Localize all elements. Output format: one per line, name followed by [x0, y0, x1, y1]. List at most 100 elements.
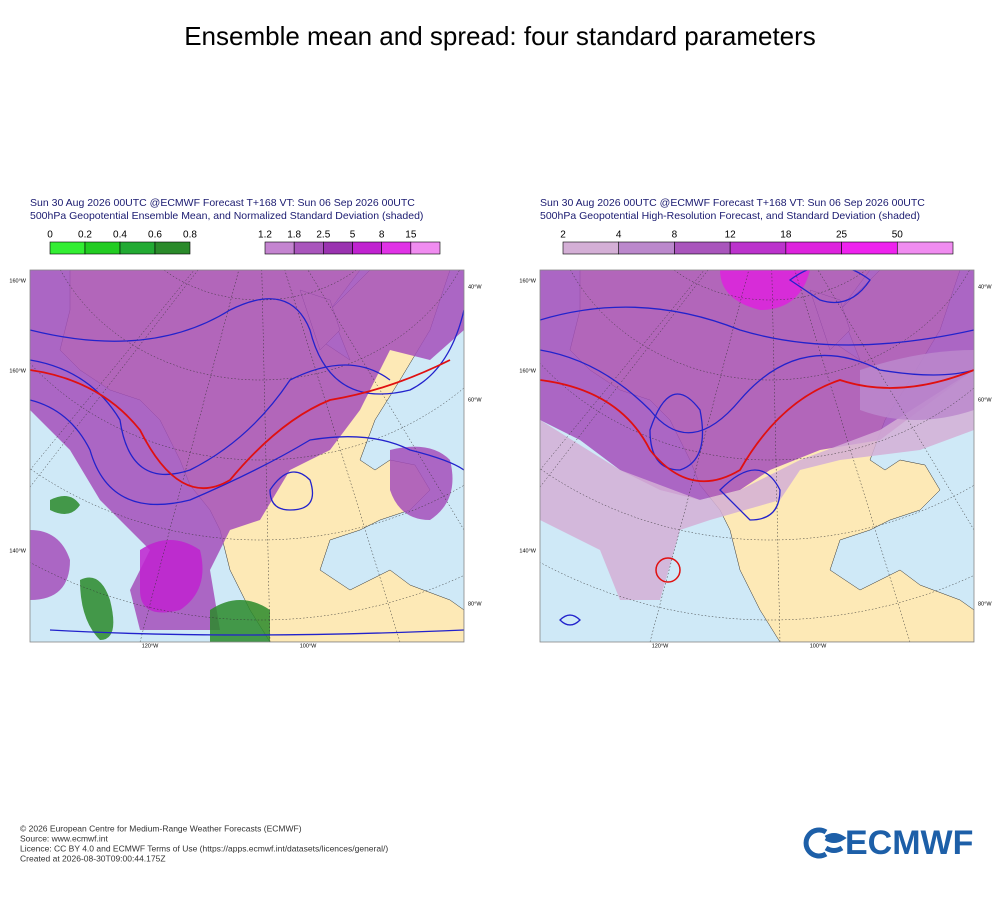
lon-label: 100°W	[300, 643, 317, 649]
legend-swatch	[323, 241, 353, 255]
lon-label: 40°W	[978, 284, 992, 290]
legend-label: 0.2	[78, 230, 92, 241]
logo-icon	[803, 827, 847, 859]
shading	[540, 370, 974, 600]
contour	[269, 471, 314, 511]
page-title: Ensemble mean and spread: four standard …	[184, 21, 816, 51]
footer-line: Created at 2026-08-30T09:00:44.175Z	[20, 853, 166, 863]
contour	[30, 399, 464, 506]
lat-label: 140°W	[9, 548, 26, 554]
map-frame	[539, 269, 975, 643]
map-panel: Sun 30 Aug 2026 00UTC @ECMWF Forecast T+…	[9, 197, 482, 650]
map	[540, 270, 974, 642]
panel-header: Sun 30 Aug 2026 00UTC @ECMWF Forecast T+…	[30, 197, 415, 209]
legend-swatch	[49, 241, 86, 255]
legend-swatch	[785, 241, 842, 255]
lon-label: 100°W	[810, 643, 827, 649]
legend-swatch	[618, 241, 675, 255]
legend-label: 2	[560, 230, 566, 241]
legend-swatch	[841, 241, 898, 255]
legend-swatch	[119, 241, 156, 255]
legend-swatch	[264, 241, 295, 255]
contour	[719, 469, 781, 521]
shading	[30, 270, 464, 630]
legend-label: 15	[405, 230, 417, 241]
contour	[649, 393, 704, 471]
map-panel: Sun 30 Aug 2026 00UTC @ECMWF Forecast T+…	[519, 197, 992, 650]
legend-label: 8	[379, 230, 385, 241]
lon-label: 120°W	[652, 643, 669, 649]
lat-label: 160°W	[519, 368, 536, 374]
legend-label: 2.5	[316, 230, 330, 241]
lat-label: 160°W	[9, 368, 26, 374]
shading	[390, 446, 453, 520]
logo: ECMWF	[803, 824, 973, 862]
lat-label: 160°W	[519, 278, 536, 284]
legend-swatch	[729, 241, 787, 255]
lon-label: 80°W	[468, 601, 482, 607]
contour	[30, 298, 464, 395]
legend-label: 8	[672, 230, 678, 241]
shading	[540, 270, 974, 500]
lon-label: 60°W	[978, 397, 992, 403]
contour	[540, 306, 974, 346]
graticule	[649, 270, 750, 642]
map-inner	[540, 270, 974, 642]
shading	[50, 496, 80, 514]
legend-label: 0.6	[148, 230, 162, 241]
legend-label: 4	[616, 230, 622, 241]
graticule	[673, 270, 867, 301]
footer: © 2026 European Centre for Medium-Range …	[20, 823, 388, 863]
legend-swatch	[410, 241, 441, 255]
legend-swatch	[154, 241, 191, 255]
panel-header: 500hPa Geopotential Ensemble Mean, and N…	[30, 210, 423, 222]
panel-header: Sun 30 Aug 2026 00UTC @ECMWF Forecast T+…	[540, 197, 925, 209]
legend-label: 5	[350, 230, 356, 241]
legend-label: 1.8	[287, 230, 301, 241]
contour	[788, 270, 871, 304]
shading	[80, 577, 114, 640]
map	[30, 270, 464, 642]
footer-line: Source: www.ecmwf.int	[20, 833, 108, 843]
legend-label: 18	[780, 230, 792, 241]
map-frame	[29, 269, 465, 643]
lat-label: 160°W	[9, 278, 26, 284]
graticule	[30, 270, 195, 471]
footer-line: © 2026 European Centre for Medium-Range …	[20, 823, 302, 833]
contour-red	[30, 359, 451, 490]
legend-swatch	[674, 241, 731, 255]
legend-label: 1.2	[258, 230, 272, 241]
shading	[30, 530, 70, 600]
contour	[540, 349, 974, 434]
legend-label: 0.8	[183, 230, 197, 241]
lon-label: 80°W	[978, 601, 992, 607]
graticule	[570, 270, 970, 381]
map-inner	[30, 270, 464, 642]
legend-label: 0.4	[113, 230, 127, 241]
legend-swatch	[352, 241, 382, 255]
footer-line: Licence: CC BY 4.0 and ECMWF Terms of Us…	[20, 843, 388, 853]
shading	[720, 270, 810, 310]
legend-label: 25	[836, 230, 848, 241]
graticule	[163, 270, 357, 301]
legend-swatch	[84, 241, 121, 255]
legend-label: 0	[47, 230, 53, 241]
legend-swatch	[562, 241, 620, 255]
contour-red	[655, 557, 681, 583]
lon-label: 60°W	[468, 397, 482, 403]
lon-label: 120°W	[142, 643, 159, 649]
logo-text: ECMWF	[845, 824, 973, 862]
panel-header: 500hPa Geopotential High-Resolution Fore…	[540, 210, 920, 222]
lon-label: 40°W	[468, 284, 482, 290]
graticule	[540, 270, 705, 471]
shading	[210, 600, 270, 642]
graticule	[139, 270, 240, 642]
contour	[49, 629, 464, 636]
graticule	[60, 270, 460, 381]
shading	[860, 350, 974, 420]
lat-label: 140°W	[519, 548, 536, 554]
legend-label: 50	[892, 230, 904, 241]
panels: Sun 30 Aug 2026 00UTC @ECMWF Forecast T+…	[9, 197, 992, 650]
contour	[559, 614, 581, 626]
